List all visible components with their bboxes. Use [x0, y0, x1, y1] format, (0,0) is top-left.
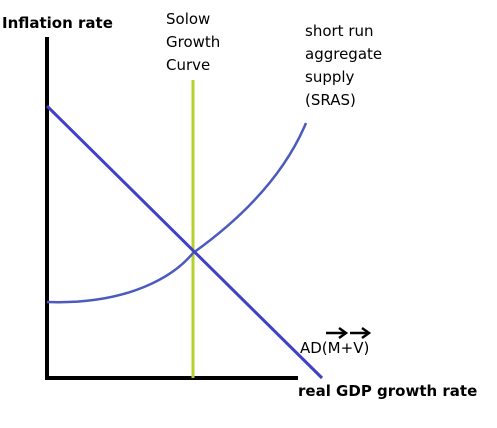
solow-label-line-3: Curve — [166, 56, 210, 74]
y-axis-label: Inflation rate — [2, 14, 113, 32]
x-axis-label: real GDP growth rate — [298, 382, 477, 400]
ad-label-text: AD(M+V) — [300, 339, 369, 357]
solow-label: Solow Growth Curve — [166, 10, 220, 74]
sras-label-line-3: supply — [305, 68, 355, 86]
solow-label-line-1: Solow — [166, 10, 210, 28]
sras-label-line-1: short run — [305, 22, 374, 40]
sras-label: short run aggregate supply (SRAS) — [305, 22, 382, 109]
solow-label-line-2: Growth — [166, 33, 220, 51]
vector-arrow-icon — [350, 326, 372, 340]
sras-label-line-4: (SRAS) — [305, 91, 356, 109]
sras-label-line-2: aggregate — [305, 45, 382, 63]
ad-label: AD(M+V) — [300, 326, 372, 357]
sras-curve — [46, 122, 308, 304]
ad-curve — [45, 104, 324, 380]
vector-arrow-icon — [326, 326, 349, 340]
